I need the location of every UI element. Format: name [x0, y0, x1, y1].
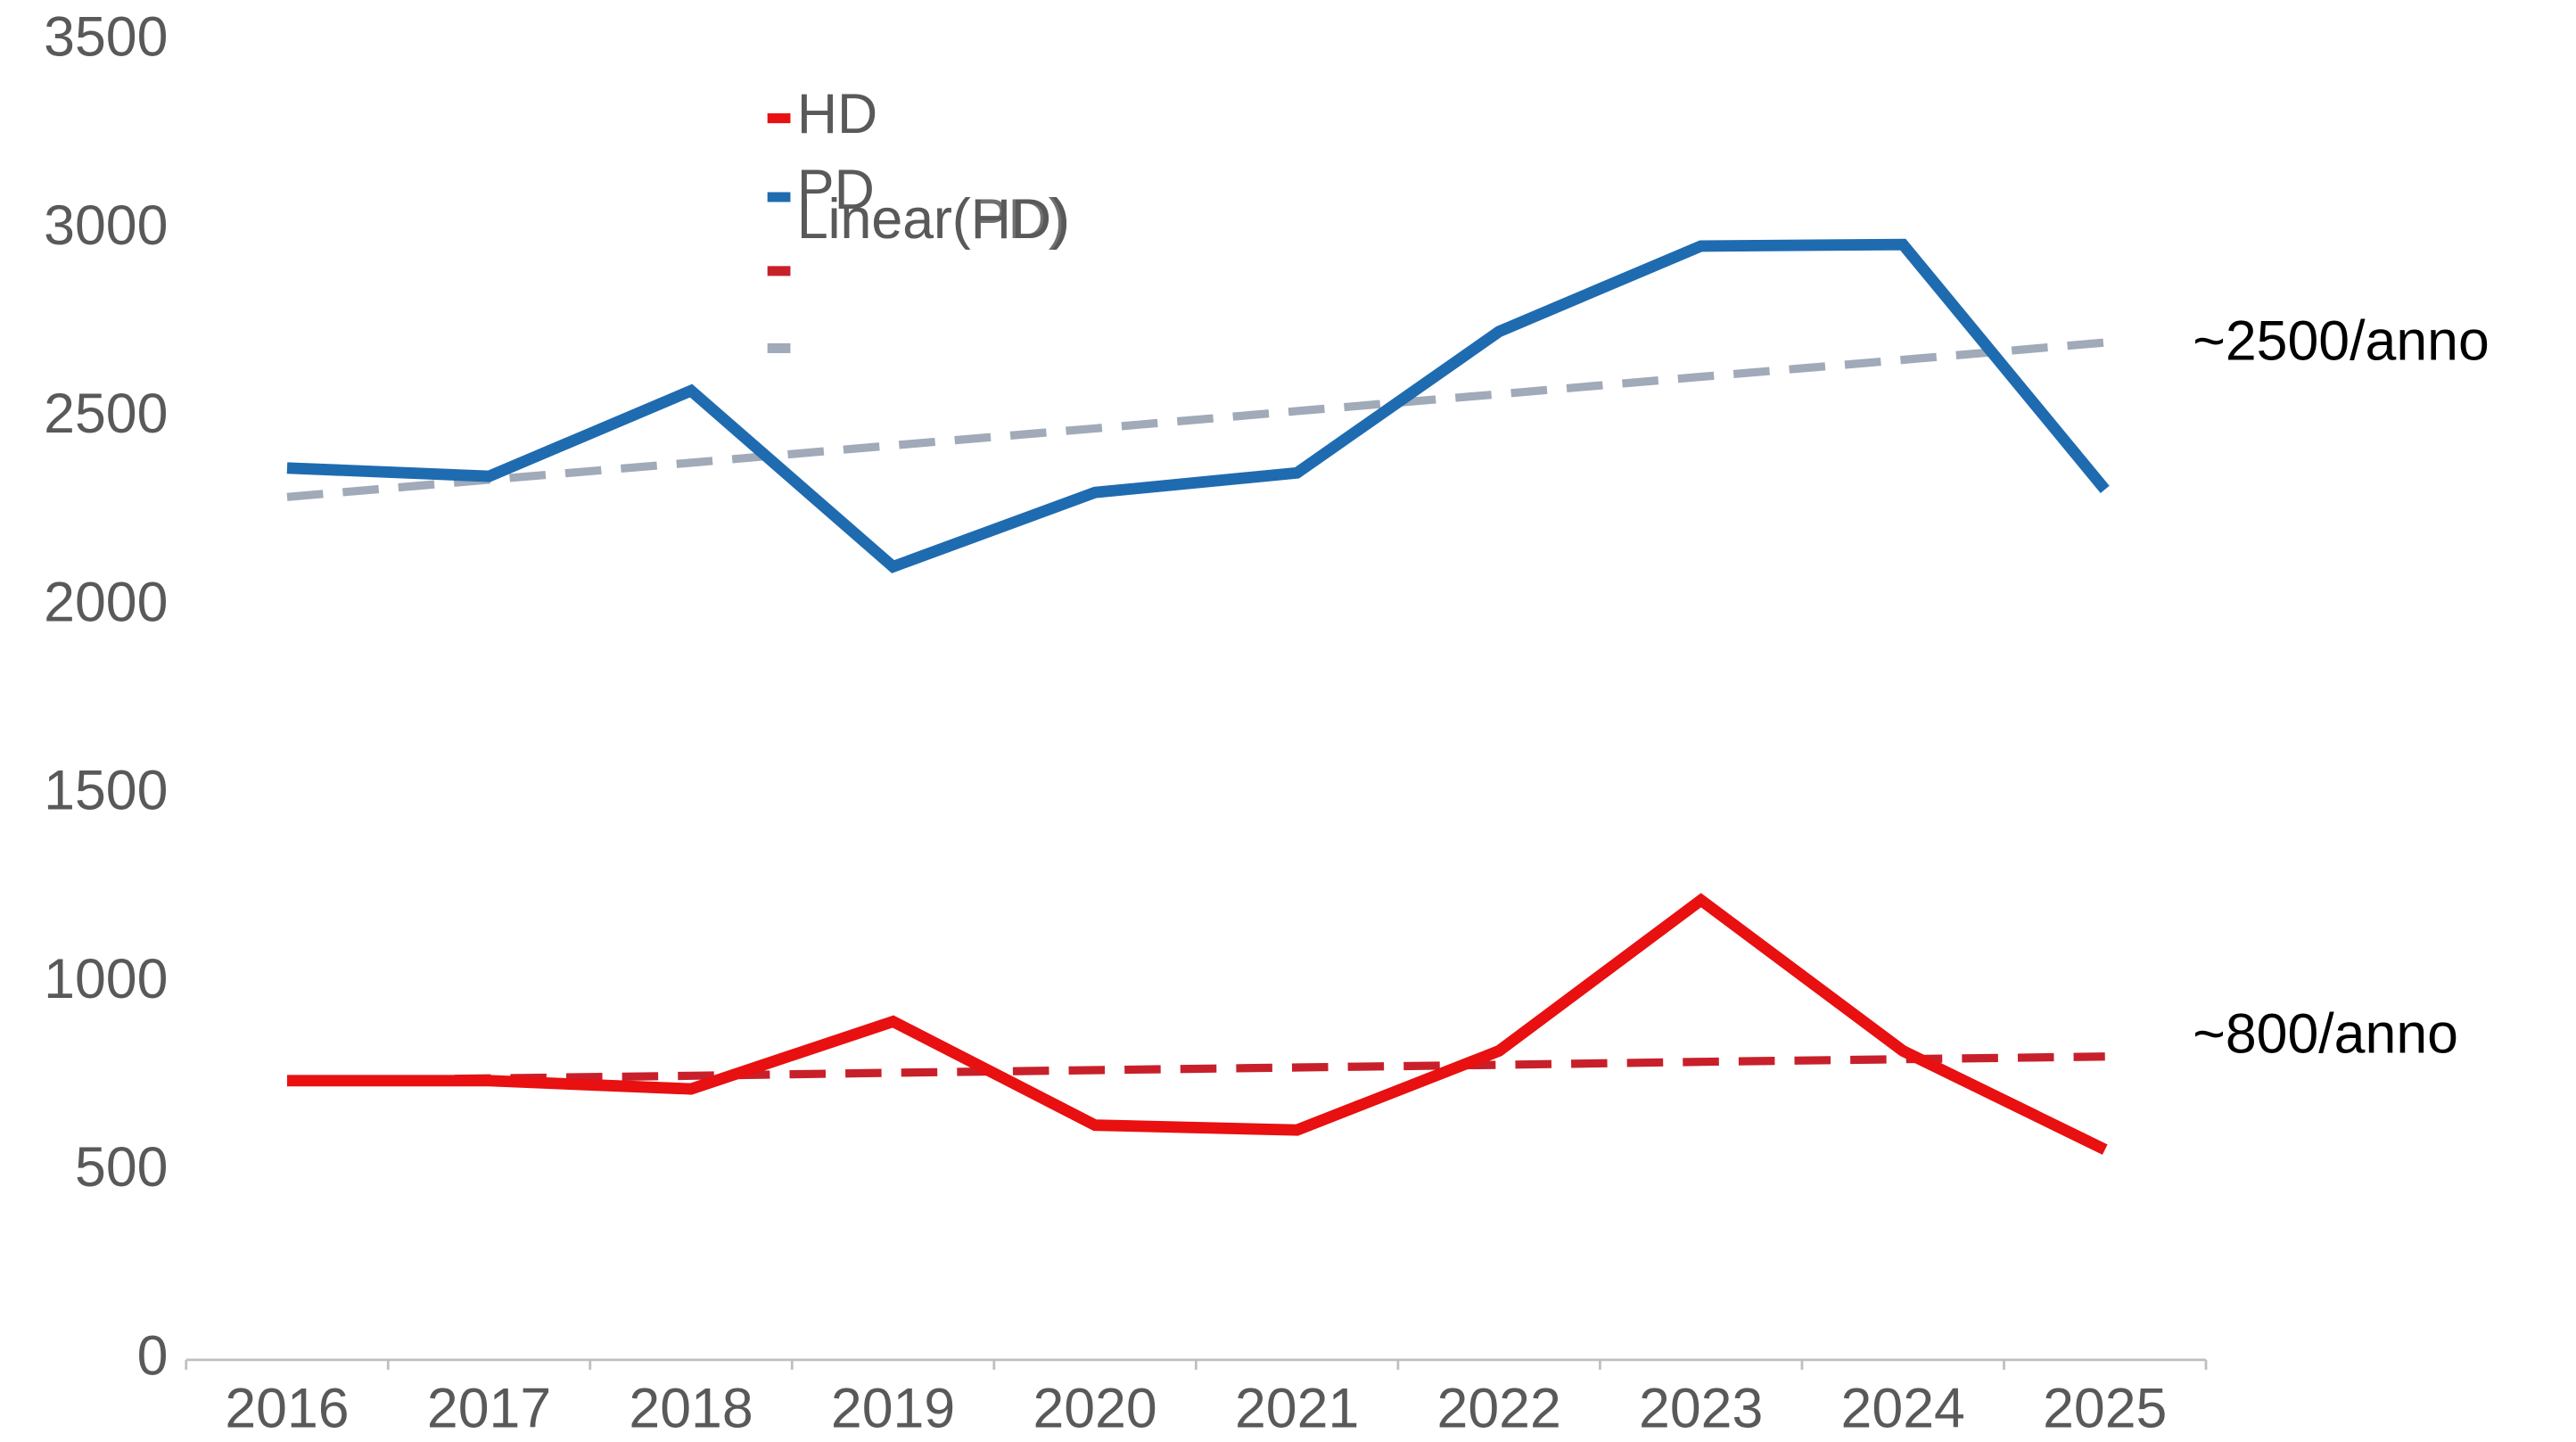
x-tick-label: 2020: [1033, 1377, 1156, 1439]
x-tick-label: 2023: [1639, 1377, 1763, 1439]
x-tick-label: 2025: [2043, 1377, 2167, 1439]
x-tick-label: 2022: [1437, 1377, 1561, 1439]
y-tick-label: 2000: [44, 571, 168, 633]
legend-label: Linear(HD): [797, 188, 1070, 251]
y-tick-label: 2500: [44, 383, 168, 445]
annotation: ~800/anno: [2193, 1002, 2458, 1065]
series-line: [286, 893, 2108, 1155]
y-tick-label: 500: [75, 1136, 168, 1199]
x-tick-label: 2016: [225, 1377, 349, 1439]
legend-swatch: [767, 266, 791, 276]
x-tick-label: 2018: [629, 1377, 753, 1439]
x-tick-label: 2017: [427, 1377, 551, 1439]
x-tick-label: 2024: [1841, 1377, 1965, 1439]
x-tick-label: 2019: [831, 1377, 955, 1439]
trend-line: [286, 338, 2106, 501]
series-line: [286, 238, 2110, 573]
y-tick-label: 1500: [44, 760, 168, 822]
legend-label: HD: [797, 83, 877, 145]
x-tick-label: 2021: [1235, 1377, 1359, 1439]
y-tick-label: 0: [137, 1324, 169, 1387]
legend-swatch: [767, 342, 791, 353]
legend-label: PD: [797, 159, 875, 221]
y-tick-label: 3500: [44, 6, 168, 69]
trend-line: [286, 1052, 2105, 1085]
legend-swatch: [767, 192, 791, 202]
legend-swatch: [767, 113, 791, 124]
y-tick-label: 3000: [44, 194, 168, 257]
legend-label: Linear(PD): [797, 188, 1067, 251]
annotation: ~2500/anno: [2193, 309, 2490, 372]
y-tick-label: 1000: [44, 948, 168, 1010]
